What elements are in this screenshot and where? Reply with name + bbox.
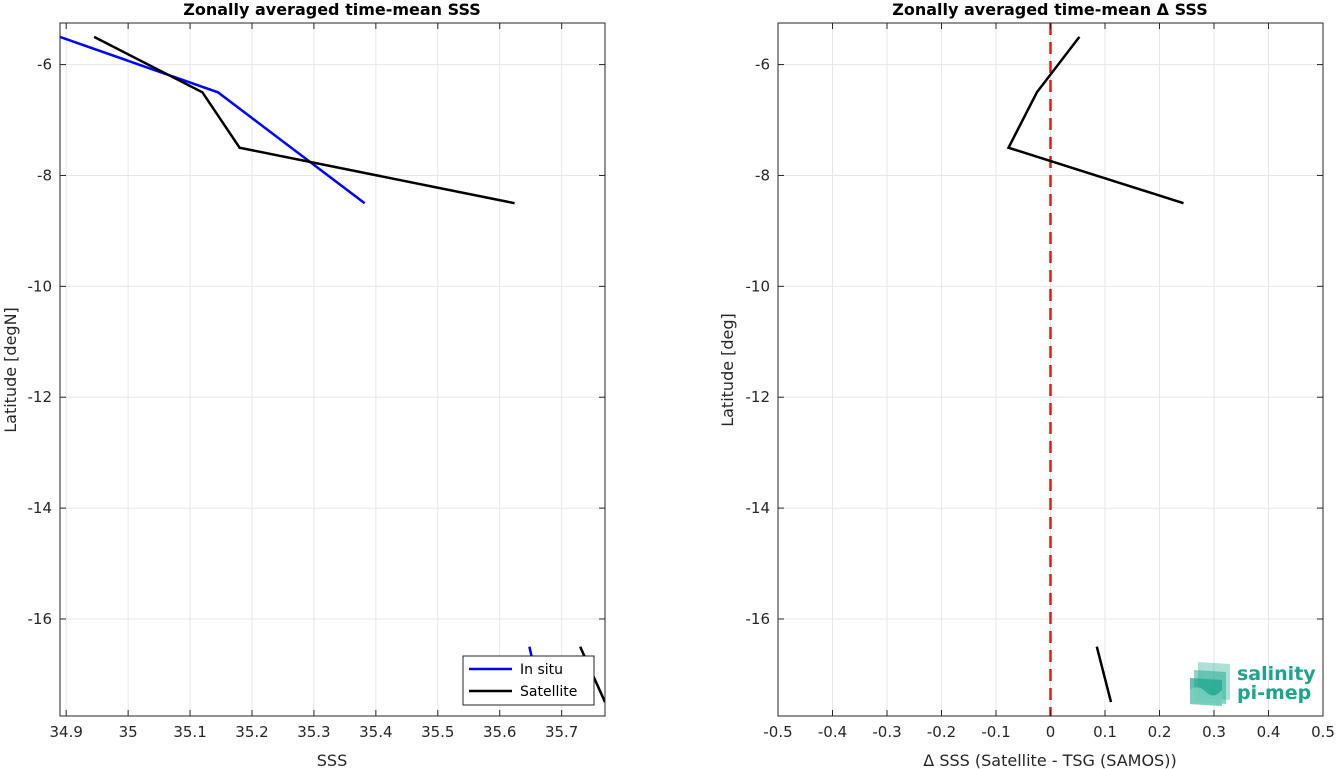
sss-x-axis-label: SSS [317, 751, 347, 769]
legend-satellite-label: Satellite [520, 684, 577, 700]
delta-sss-chart: -0.5 -0.4 -0.3 -0.2 -0.1 0 0.1 0.2 0.3 0.4 0.5 -6 -8… [718, 0, 1335, 769]
sss-x-tick-label: 34.9 [49, 723, 82, 741]
sss-y-tick-label: -6 [37, 56, 52, 74]
delta-sss-x-tick-label: 0.2 [1148, 723, 1172, 741]
delta-sss-y-tick-label: -10 [746, 277, 771, 295]
delta-sss-y-axis-label: Latitude [deg] [718, 313, 737, 427]
delta-sss-y-tick-label: -14 [746, 499, 771, 517]
delta-sss-series-1-line [1095, 646, 1113, 703]
legend: In situ Satellite [462, 655, 595, 706]
sss-x-tick-label: 35.1 [173, 723, 206, 741]
legend-box [462, 655, 595, 706]
delta-sss-y-tick-label: -12 [746, 388, 771, 406]
delta-sss-y-tick-label: -8 [755, 166, 770, 184]
sss-chart-title: Zonally averaged time-mean SSS [183, 0, 481, 19]
delta-sss-x-tick-label: 0 [1046, 723, 1056, 741]
sss-y-tick-label: -12 [28, 388, 53, 406]
delta-sss-x-tick-label: 0.4 [1257, 723, 1281, 741]
sss-x-tick-label: 35 [119, 723, 138, 741]
delta-sss-x-tick-label: -0.2 [927, 723, 956, 741]
sss-y-tick-label: -10 [28, 277, 53, 295]
delta-sss-y-tick-label: -16 [746, 610, 771, 628]
sss-x-tick-label: 35.7 [545, 723, 578, 741]
logo-text-salinity: salinity [1237, 663, 1316, 685]
legend-in-situ-label: In situ [520, 662, 563, 678]
sss-x-tick-label: 35.2 [235, 723, 268, 741]
sss-y-tick-label: -8 [37, 166, 52, 184]
delta-sss-x-tick-label: -0.3 [872, 723, 901, 741]
delta-sss-x-tick-label: 0.5 [1311, 723, 1335, 741]
sss-x-tick-label: 35.4 [359, 723, 392, 741]
delta-sss-chart-title: Zonally averaged time-mean Δ SSS [892, 0, 1208, 19]
sss-satellite-line [93, 35, 515, 205]
sss-x-tick-label: 35.5 [421, 723, 454, 741]
delta-sss-x-tick-label: 0.3 [1202, 723, 1226, 741]
delta-sss-x-tick-label: 0.1 [1093, 723, 1117, 741]
sss-x-tick-label: 35.6 [483, 723, 516, 741]
delta-sss-series-1-line [1006, 36, 1184, 205]
sss-x-tick-label: 35.3 [297, 723, 330, 741]
sss-plot-frame [59, 22, 606, 717]
sss-chart: 34.9 35 35.1 35.2 35.3 35.4 35.5 35.6 35.7 -6 -8 -1… [1, 0, 606, 769]
logo-mark [1190, 662, 1230, 706]
sss-y-tick-label: -16 [28, 610, 53, 628]
sss-y-tick-label: -14 [28, 499, 53, 517]
sss-in-situ-line [60, 35, 366, 205]
delta-sss-x-tick-label: -0.5 [763, 723, 792, 741]
delta-sss-y-tick-label: -6 [755, 56, 770, 74]
salinity-pi-mep-logo: salinity pi-mep [1190, 662, 1316, 706]
delta-sss-x-axis-label: Δ SSS (Satellite - TSG (SAMOS)) [923, 751, 1176, 769]
sss-y-axis-label: Latitude [degN] [1, 307, 20, 433]
delta-sss-x-tick-label: -0.1 [981, 723, 1010, 741]
delta-sss-x-tick-label: -0.4 [818, 723, 847, 741]
logo-text-pi-mep: pi-mep [1237, 682, 1311, 704]
